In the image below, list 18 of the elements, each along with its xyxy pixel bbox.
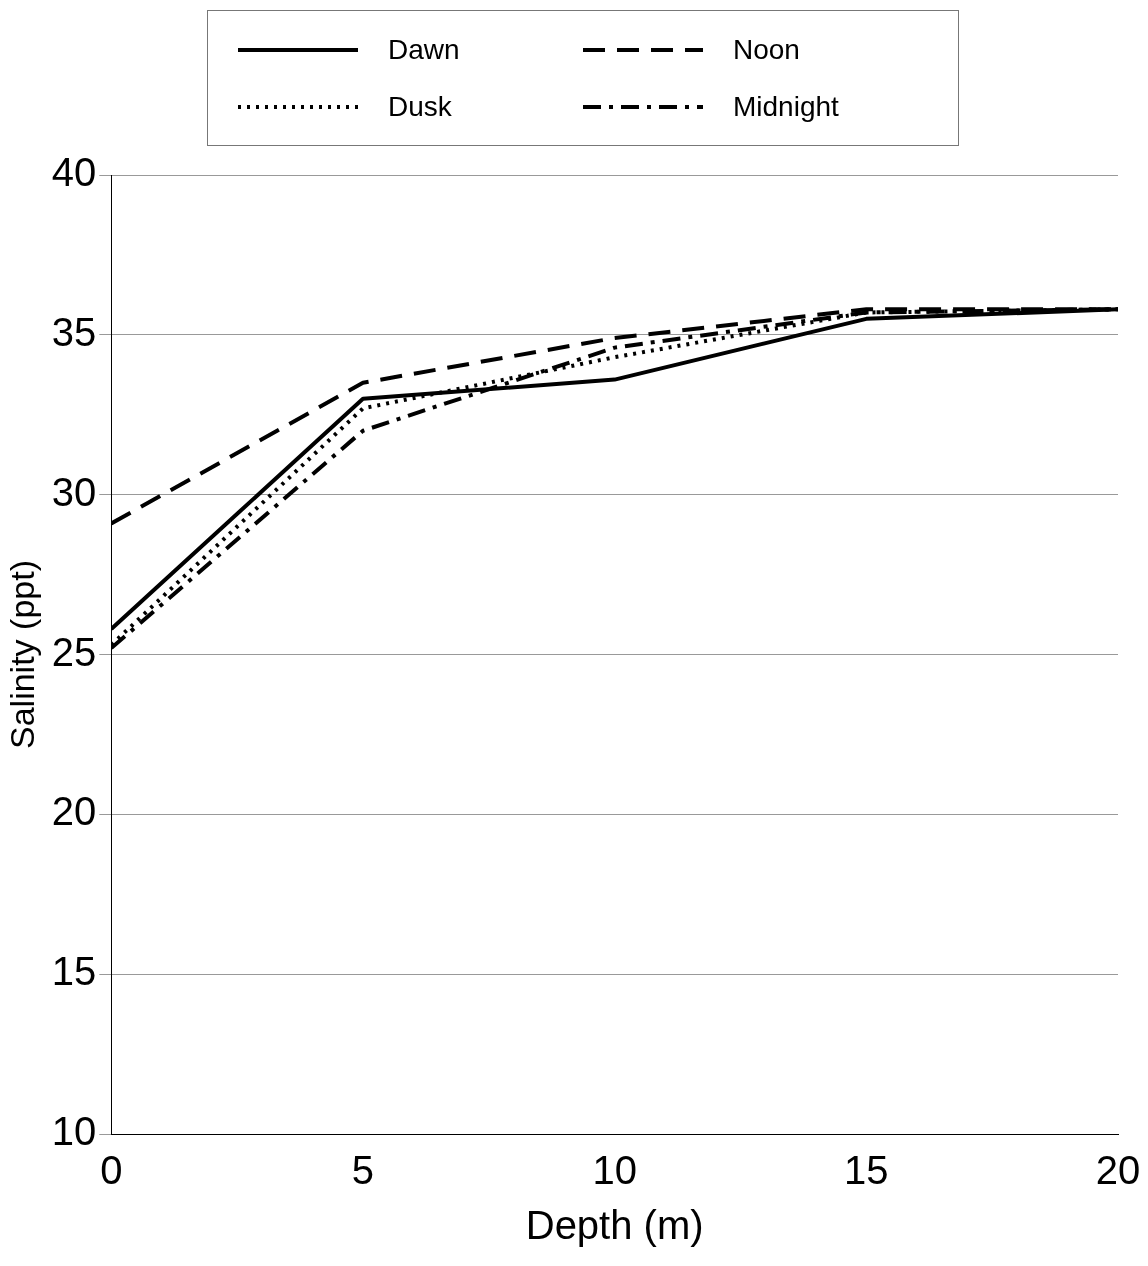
y-tick-label: 25 [51,629,97,674]
y-tick-label: 20 [51,789,97,834]
y-tick-label: 10 [51,1109,97,1154]
legend-label: Noon [733,33,800,66]
x-tick-label: 20 [1095,1148,1141,1193]
legend-label: Dawn [388,33,460,66]
y-tick-label: 30 [51,469,97,514]
x-tick-label: 5 [351,1148,375,1193]
legend-label: Midnight [733,90,839,123]
x-tick-label: 10 [592,1148,637,1193]
x-axis-title: Depth (m) [525,1203,704,1248]
y-axis-title: Salinity (ppt) [2,560,41,749]
x-tick-label: 0 [100,1148,123,1193]
x-tick-label: 15 [844,1148,889,1193]
y-tick-label: 35 [51,309,97,354]
y-tick-label: 40 [51,150,97,195]
y-tick-label: 15 [51,949,97,994]
legend-label: Dusk [388,90,452,123]
